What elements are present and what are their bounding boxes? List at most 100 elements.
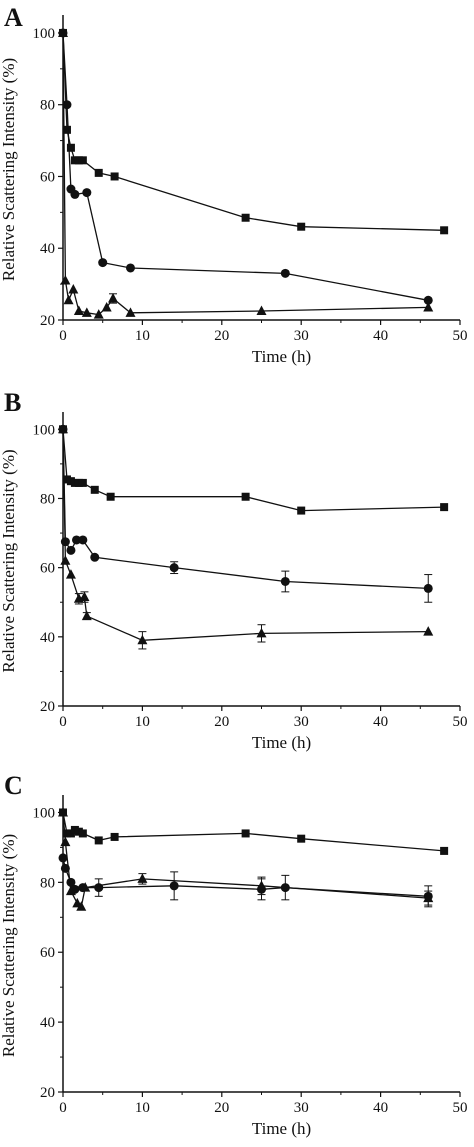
data-point-square [94,168,103,177]
series-line [62,812,445,852]
x-tick-label: 20 [214,328,229,344]
data-point-square [440,226,449,235]
x-tick-label: 40 [373,328,388,344]
y-tick-label: 100 [33,26,56,42]
data-point-square [440,846,449,855]
series-line [62,32,429,301]
data-point-circle [62,100,72,110]
series-circle [58,28,433,305]
data-point-triangle [58,806,68,817]
y-axis-label: Relative Scattering Intensity (%) [0,58,18,281]
data-point-triangle [256,880,267,890]
data-point-square [94,836,103,845]
series-line [62,429,445,512]
y-tick-label: 80 [40,98,55,114]
x-axis-label: Time (h) [252,1119,311,1138]
series-triangle [58,806,434,911]
series-line [62,32,445,231]
data-point-square [62,125,71,134]
data-point-circle [280,268,290,278]
panel-c: C 0 10 20 30 40 50 20 40 60 80 100 Time (h) Relative … [0,771,468,1138]
x-tick-label: 40 [373,1100,388,1116]
data-point-circle [66,877,76,887]
data-point-triangle [58,423,68,434]
series-line [62,857,429,897]
data-point-triangle [108,292,119,303]
data-point-triangle [65,885,76,896]
panel-letter: B [4,388,21,417]
y-tick-label: 20 [40,313,55,329]
data-point-circle [169,563,179,573]
series-triangle [58,27,434,319]
data-point-circle [125,263,135,273]
data-point-triangle [79,591,90,602]
y-tick-label: 80 [40,875,55,891]
data-point-circle [58,853,68,863]
x-tick-label: 10 [135,714,150,730]
y-tick-label: 40 [40,1015,55,1031]
data-point-triangle [73,305,84,316]
data-point-triangle [63,294,74,305]
data-point-triangle [80,882,91,892]
data-point-triangle [137,873,148,883]
x-tick-label: 0 [59,328,67,344]
data-point-circle [90,552,100,562]
y-tick-label: 20 [40,1085,55,1101]
data-point-triangle [423,626,434,636]
x-tick-label: 10 [135,328,150,344]
y-tick-label: 40 [40,241,55,257]
panel-letter: A [4,3,23,32]
data-point-triangle [125,307,136,317]
x-tick-label: 30 [294,1100,309,1116]
data-point-circle [280,576,290,586]
x-tick-label: 50 [453,328,468,344]
y-axis-label: Relative Scattering Intensity (%) [0,449,18,672]
data-point-triangle [101,301,112,312]
data-point-triangle [81,307,92,317]
data-point-triangle [256,627,267,638]
y-tick-label: 100 [33,805,56,821]
data-point-square [297,222,306,231]
series-square [59,425,449,515]
data-point-triangle [60,836,71,847]
y-tick-label: 60 [40,169,55,185]
y-tick-label: 20 [40,699,55,715]
series-square [59,808,449,855]
data-point-circle [70,189,80,199]
x-axis-label: Time (h) [252,347,311,366]
data-point-triangle [423,892,434,903]
data-point-square [241,213,250,222]
series-circle [58,424,433,603]
data-point-circle [423,583,433,593]
data-point-square [110,172,119,181]
data-point-triangle [58,27,68,37]
data-point-square [440,503,449,512]
data-point-square [78,478,87,487]
data-point-triangle [60,275,71,285]
x-tick-label: 0 [59,1100,67,1116]
data-point-square [78,156,87,165]
data-point-square [90,485,99,494]
data-point-circle [78,535,88,545]
data-point-square [106,492,115,501]
data-point-square [297,834,306,843]
data-point-triangle [76,901,87,911]
x-tick-label: 50 [453,1100,468,1116]
data-point-square [297,506,306,515]
y-tick-label: 40 [40,630,55,646]
data-point-circle [169,881,179,891]
x-tick-label: 50 [453,714,468,730]
y-axis-label: Relative Scattering Intensity (%) [0,834,18,1057]
x-axis-label: Time (h) [252,733,311,752]
data-point-triangle [68,284,79,294]
data-point-triangle [423,301,434,312]
x-tick-label: 0 [59,714,67,730]
x-tick-label: 20 [214,1100,229,1116]
data-point-triangle [256,305,267,316]
panel-b: B 0 10 20 30 40 50 20 40 60 80 100 Time (h) Relative … [0,388,468,752]
x-tick-label: 30 [294,714,309,730]
data-point-triangle [137,634,148,645]
data-point-triangle [81,610,92,621]
series-circle [58,853,433,908]
